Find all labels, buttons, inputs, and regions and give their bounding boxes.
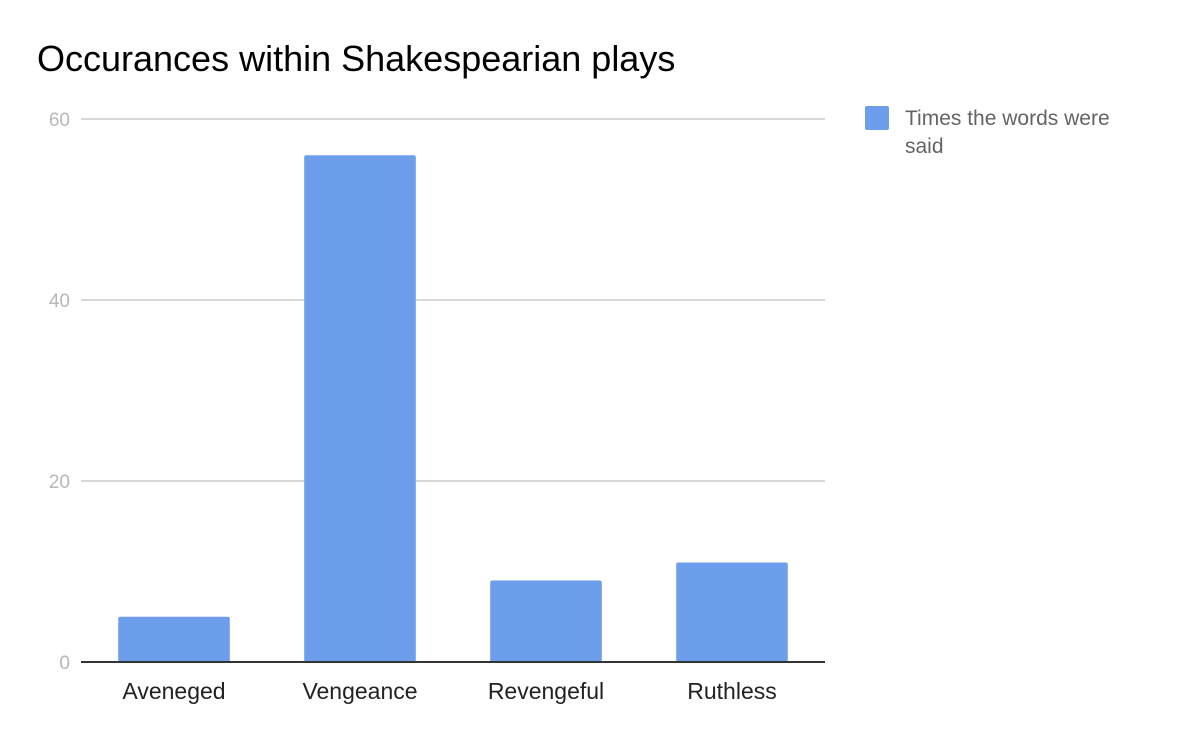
y-axis-ticks: 0 20 40 60 [49,110,70,674]
bar-vengeance [304,155,416,662]
legend: Times the words were said [865,106,1165,161]
y-tick-label: 0 [59,653,70,674]
legend-label: Times the words were said [905,107,1110,158]
legend-swatch [865,106,889,130]
y-tick-label: 60 [49,110,70,131]
x-tick-label: Vengeance [302,678,417,704]
x-tick-label: Aveneged [122,678,225,704]
y-tick-label: 20 [49,472,70,493]
chart-title: Occurances within Shakespearian plays [37,38,675,79]
x-tick-label: Ruthless [687,678,776,704]
bar-ruthless [676,562,788,662]
gridlines [81,118,825,482]
bar-revengeful [490,580,602,662]
bar-aveneged [118,616,230,662]
y-tick-label: 40 [49,291,70,312]
x-tick-label: Revengeful [488,678,604,704]
bars [118,155,788,662]
x-axis-ticks: Aveneged Vengeance Revengeful Ruthless [122,678,776,704]
